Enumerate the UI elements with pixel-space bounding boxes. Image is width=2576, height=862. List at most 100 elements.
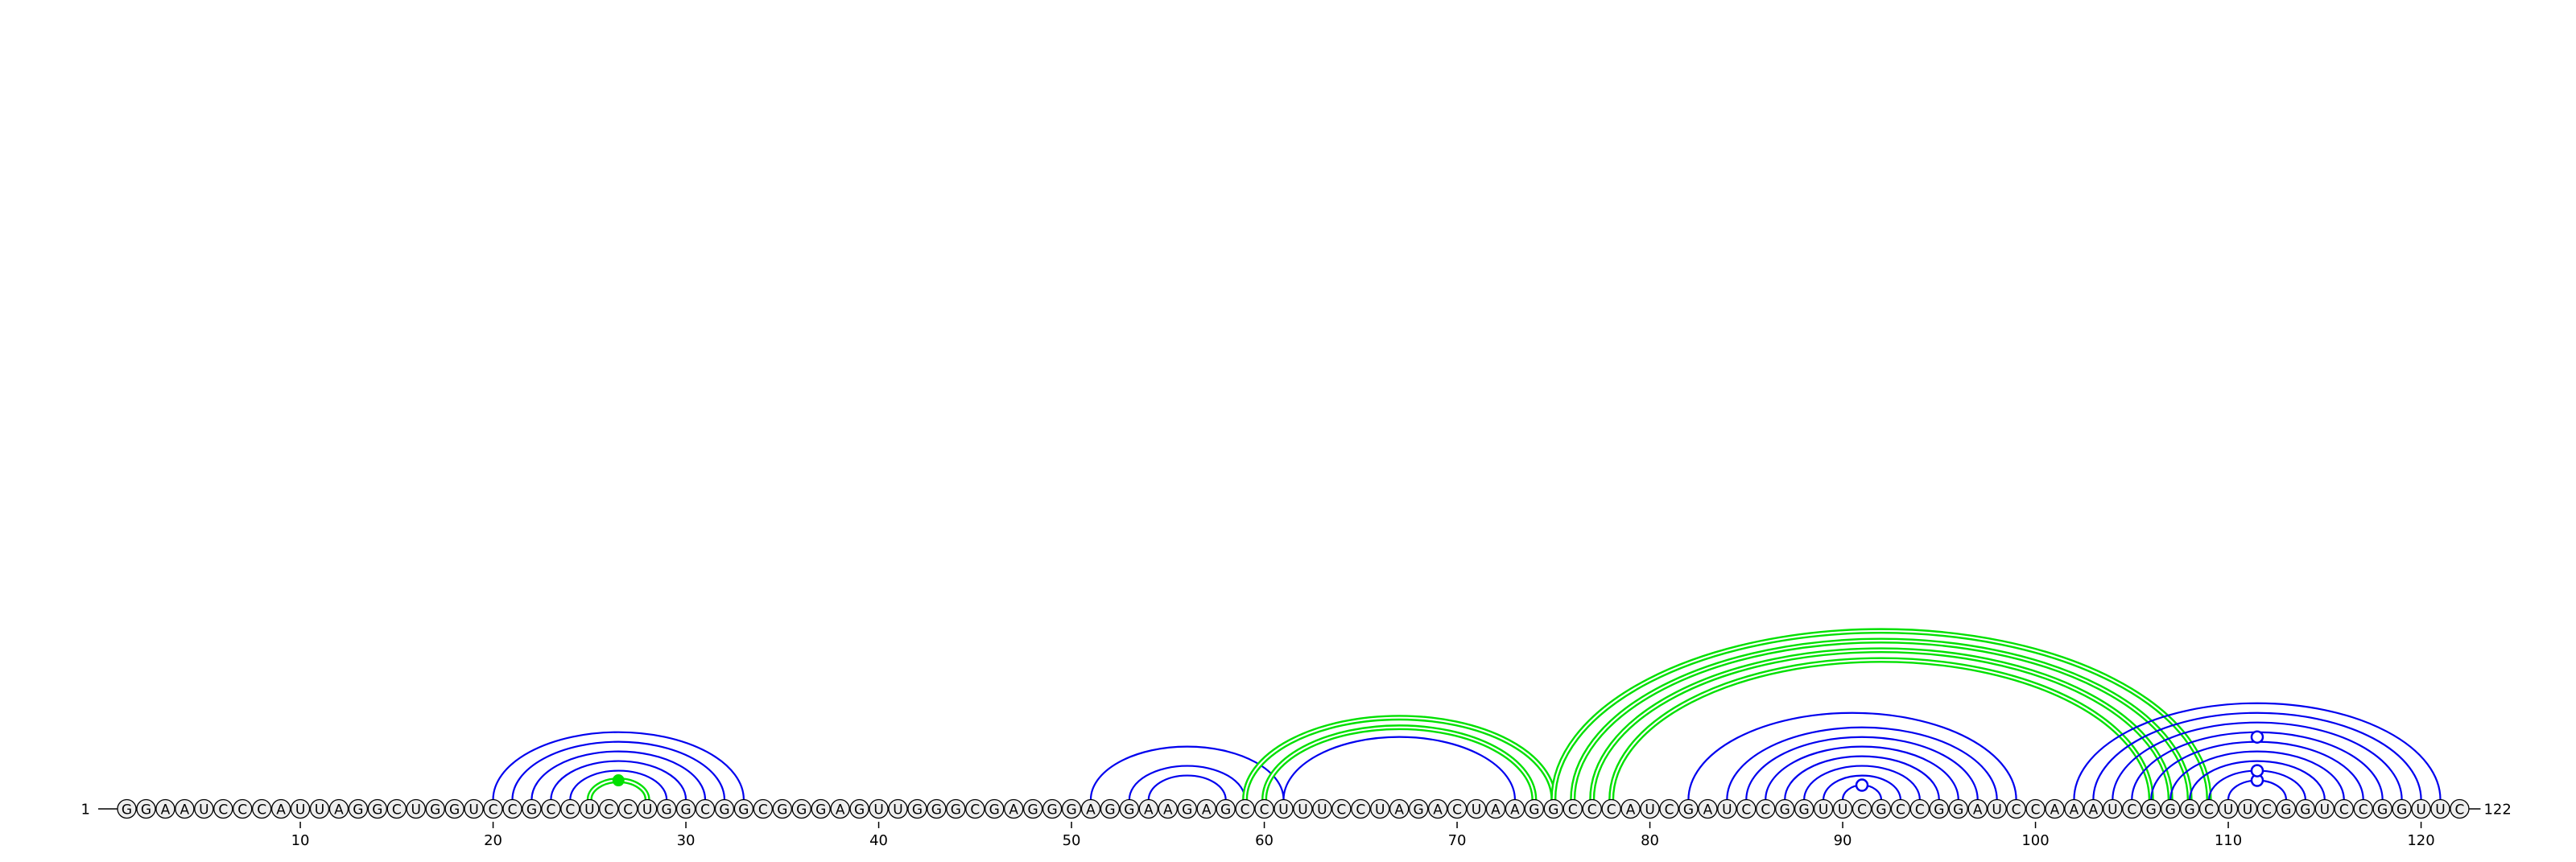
axis-tick-label: 100: [2021, 832, 2049, 849]
nucleotide-circle: [965, 798, 985, 819]
nucleotide-letter: A: [2089, 802, 2099, 819]
nucleotide-circle: [1775, 798, 1795, 819]
nucleotide-circle: [1447, 798, 1468, 819]
nucleotide-letter: G: [141, 802, 151, 819]
nucleotide-circle: [155, 798, 175, 819]
open-marker: [2250, 764, 2264, 777]
nucleotide-circle: [2430, 798, 2450, 819]
nucleotide-letter: G: [912, 802, 923, 819]
nucleotide-letter: C: [2031, 802, 2041, 819]
nucleotide-circle: [1659, 798, 1679, 819]
nucleotide-letter: G: [2146, 802, 2157, 819]
arc-pair-outer: [1589, 647, 2174, 800]
nucleotide-letter: G: [1953, 802, 1963, 819]
nucleotide-letter: G: [1529, 802, 1539, 819]
nucleotide-circle: [194, 798, 214, 819]
nucleotide-circle: [386, 798, 407, 819]
nucleotide-circle: [1466, 798, 1487, 819]
nucleotide-letter: C: [758, 802, 768, 819]
nucleotide-circle: [1813, 798, 1834, 819]
axis-tick-label: 20: [484, 832, 502, 849]
nucleotide-letter: A: [1626, 802, 1636, 819]
nucleotide-circle: [1852, 798, 1872, 819]
arc-pair: [1282, 736, 1516, 800]
nucleotide-circle: [309, 798, 330, 819]
nucleotide-letter: U: [2107, 802, 2117, 819]
nucleotide-letter: C: [1857, 802, 1867, 819]
nucleotide-letter: U: [1992, 802, 2001, 819]
nucleotide-circle: [1427, 798, 1448, 819]
nucleotide-circle: [1080, 798, 1101, 819]
nucleotide-circle: [2392, 798, 2412, 819]
nucleotide-circle: [1871, 798, 1892, 819]
nucleotide-letter: G: [1104, 802, 1115, 819]
arc-pair: [1147, 774, 1227, 800]
nucleotide-letter: C: [392, 802, 402, 819]
nucleotide-letter: C: [623, 802, 633, 819]
nucleotide-circle: [2025, 798, 2046, 819]
nucleotide-circle: [444, 798, 464, 819]
nucleotide-circle: [522, 798, 542, 819]
nucleotide-circle: [618, 798, 638, 819]
nucleotide-circle: [1254, 798, 1274, 819]
nucleotide-letter: G: [2165, 802, 2176, 819]
arc-pair-outer: [1570, 637, 2193, 800]
nucleotide-circle: [1524, 798, 1544, 819]
nucleotide-circle: [1717, 798, 1737, 819]
nucleotide-letter: G: [526, 802, 537, 819]
nucleotide-letter: G: [2185, 802, 2195, 819]
nucleotide-circle: [599, 798, 619, 819]
nucleotide-circle: [1158, 798, 1178, 819]
nucleotide-circle: [1061, 798, 1082, 819]
nucleotide-circle: [328, 798, 349, 819]
nucleotide-letter: U: [584, 802, 594, 819]
arc-pair: [511, 740, 726, 800]
nucleotide-letter: C: [1915, 802, 1925, 819]
nucleotide-letter: U: [2243, 802, 2252, 819]
nucleotide-circle: [1409, 798, 1429, 819]
nucleotide-letter: C: [604, 802, 613, 819]
nucleotide-circle: [1909, 798, 1930, 819]
nucleotide-circle: [1138, 798, 1158, 819]
nucleotide-letter: G: [1683, 802, 1694, 819]
nucleotide-circle: [2411, 798, 2431, 819]
nucleotide-circle: [406, 798, 426, 819]
nucleotide-letter: G: [796, 802, 807, 819]
nucleotide-letter: U: [642, 802, 652, 819]
nucleotide-circle: [1042, 798, 1063, 819]
nucleotide-circle: [270, 798, 291, 819]
nucleotide-circle: [733, 798, 754, 819]
nucleotide-letter: A: [1163, 802, 1173, 819]
nucleotide-letter: C: [546, 802, 555, 819]
arc-pair: [2112, 721, 2403, 800]
nucleotide-circle: [1370, 798, 1390, 819]
axis-tick-label: 40: [869, 832, 888, 849]
nucleotide-circle: [1216, 798, 1236, 819]
nucleotide-letter: C: [218, 802, 228, 819]
nucleotide-circle: [888, 798, 908, 819]
nucleotide-circle: [1601, 798, 1621, 819]
open-marker: [1855, 778, 1869, 792]
nucleotide-letter: G: [2300, 802, 2310, 819]
arc-pair: [492, 731, 745, 800]
nucleotide-letter: A: [2070, 802, 2079, 819]
axis-tick-label: 10: [291, 832, 310, 849]
nucleotide-letter: G: [738, 802, 749, 819]
nucleotide-letter: G: [951, 802, 961, 819]
nucleotide-letter: C: [489, 802, 498, 819]
nucleotide-circle: [2237, 798, 2258, 819]
sequence-start-label: 1: [81, 802, 90, 819]
nucleotide-circle: [464, 798, 484, 819]
nucleotide-circle: [2141, 798, 2161, 819]
nucleotide-letter: U: [1298, 802, 1307, 819]
nucleotide-letter: G: [777, 802, 787, 819]
arc-pair: [530, 750, 707, 800]
nucleotide-letter: G: [372, 802, 382, 819]
nucleotide-letter: G: [2377, 802, 2388, 819]
nucleotide-circle: [2179, 798, 2200, 819]
nucleotide-letter: A: [1202, 802, 1212, 819]
nucleotide-circle: [175, 798, 195, 819]
nucleotide-circle: [2045, 798, 2065, 819]
nucleotide-circle: [638, 798, 658, 819]
